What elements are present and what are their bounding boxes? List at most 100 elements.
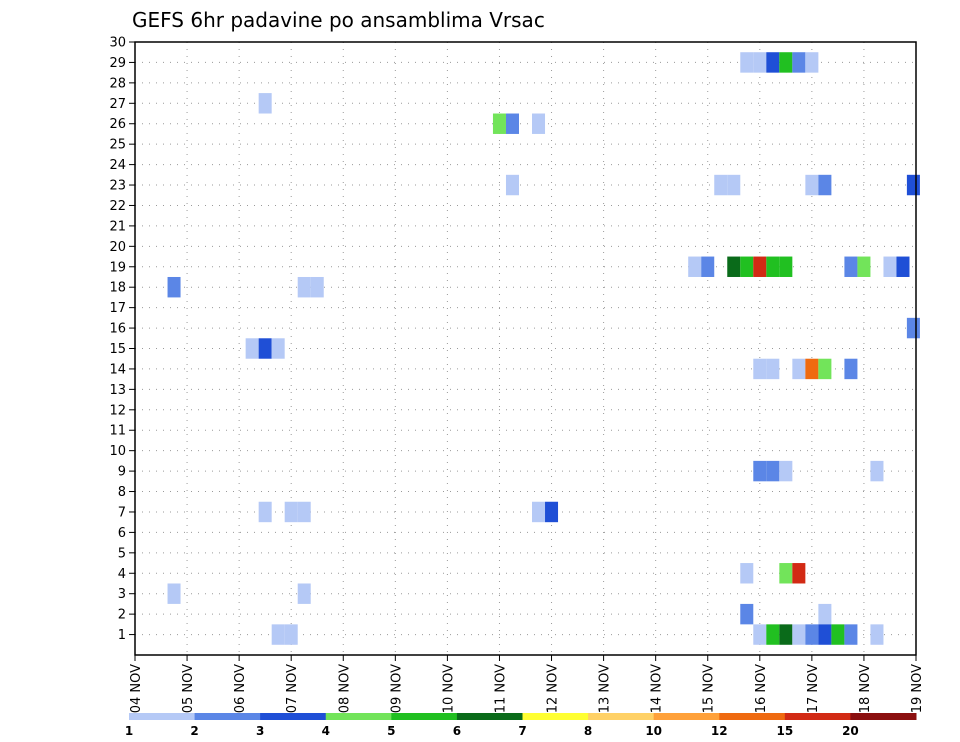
- heatmap-cell: [740, 256, 754, 277]
- y-tick-label: 6: [118, 526, 126, 541]
- colorbar-swatch: [391, 713, 458, 720]
- heatmap-cell: [844, 624, 858, 645]
- y-tick-label: 21: [109, 219, 126, 234]
- x-tick-label: 19 NOV: [910, 664, 925, 713]
- heatmap-cell: [906, 317, 920, 339]
- heatmap-cell: [818, 624, 832, 645]
- colorbar-swatch: [588, 713, 655, 720]
- y-tick-label: 20: [109, 240, 126, 255]
- heatmap-cell: [714, 174, 728, 196]
- heatmap-cell: [258, 338, 272, 359]
- colorbar-label: 6: [453, 724, 461, 738]
- heatmap-cell: [297, 276, 311, 298]
- y-tick-label: 19: [109, 260, 126, 275]
- heatmap-cell: [492, 113, 506, 134]
- colorbar-swatch: [850, 713, 917, 720]
- heatmap-cell: [805, 358, 819, 380]
- y-tick-label: 10: [109, 444, 126, 459]
- heatmap-cell: [258, 501, 272, 523]
- y-tick-label: 11: [109, 424, 126, 439]
- colorbar-swatch: [653, 713, 720, 720]
- x-tick-label: 11 NOV: [493, 664, 508, 713]
- heatmap-cell: [844, 358, 858, 380]
- y-tick-label: 2: [118, 608, 126, 623]
- heatmap-cell: [753, 52, 767, 73]
- heatmap-cell: [792, 563, 806, 584]
- x-tick-label: 08 NOV: [337, 664, 352, 713]
- y-tick-label: 28: [109, 76, 126, 91]
- colorbar-swatch: [129, 713, 196, 720]
- heatmap-cell: [818, 603, 832, 625]
- y-tick-label: 23: [109, 179, 126, 194]
- x-tick-label: 13 NOV: [598, 664, 613, 713]
- y-tick-label: 29: [109, 56, 126, 71]
- y-tick-label: 24: [109, 158, 126, 173]
- colorbar-label: 8: [584, 724, 592, 738]
- x-tick-label: 14 NOV: [650, 664, 665, 713]
- heatmap-cell: [297, 583, 311, 604]
- colorbar-swatch: [325, 713, 392, 720]
- heatmap-cell: [792, 624, 806, 645]
- colorbar-label: 3: [256, 724, 264, 738]
- heatmap-cell: [727, 174, 741, 196]
- heatmap-cell: [245, 338, 259, 359]
- heatmap-cell: [805, 624, 819, 645]
- colorbar-label: 1: [125, 724, 133, 738]
- heatmap-cell: [805, 174, 819, 196]
- y-tick-label: 12: [109, 403, 126, 418]
- heatmap-cell: [844, 256, 858, 277]
- heatmap-cells: [167, 52, 920, 645]
- x-tick-label: 15 NOV: [702, 664, 717, 713]
- y-tick-label: 5: [118, 546, 126, 561]
- heatmap-cell: [545, 501, 559, 523]
- colorbar-label: 4: [322, 724, 330, 738]
- y-tick-label: 17: [109, 301, 126, 316]
- colorbar-swatch: [260, 713, 327, 720]
- y-tick-label: 7: [118, 505, 126, 520]
- heatmap-cell: [870, 460, 884, 482]
- heatmap-cell: [766, 460, 780, 482]
- heatmap-cell: [297, 501, 311, 523]
- y-tick-label: 30: [109, 36, 126, 51]
- heatmap-cell: [740, 52, 754, 73]
- y-tick-label: 16: [109, 322, 126, 337]
- colorbar-swatch: [522, 713, 589, 720]
- heatmap-cell: [779, 52, 793, 73]
- colorbar-label: 10: [645, 724, 662, 738]
- heatmap-cell: [258, 93, 272, 114]
- heatmap-cell: [831, 624, 845, 645]
- colorbar: 1 2 3 4 5 6 7 8 10 12 15 20: [125, 713, 917, 738]
- y-axis: 1234567891011121314151617181920212223242…: [109, 36, 135, 643]
- heatmap-cell: [779, 624, 793, 645]
- y-tick-label: 18: [109, 281, 126, 296]
- x-axis: 04 NOV 05 NOV 06 NOV 07 NOV 08 NOV 09 NOV 10 N…: [129, 655, 925, 713]
- heatmap-cell: [766, 256, 780, 277]
- x-tick-label: 05 NOV: [181, 664, 196, 713]
- heatmap-cell: [532, 501, 546, 523]
- heatmap-cell: [857, 256, 871, 277]
- heatmap-cell: [753, 460, 767, 482]
- x-tick-label: 16 NOV: [754, 664, 769, 713]
- x-tick-label: 12 NOV: [546, 664, 561, 713]
- x-tick-label: 18 NOV: [858, 664, 873, 713]
- heatmap-cell: [271, 338, 285, 359]
- y-tick-label: 14: [109, 362, 126, 377]
- y-tick-label: 8: [118, 485, 126, 500]
- colorbar-swatch: [194, 713, 261, 720]
- heatmap-cell: [779, 256, 793, 277]
- heatmap-cell: [883, 256, 897, 277]
- heatmap-cell: [284, 501, 298, 523]
- y-tick-label: 25: [109, 138, 126, 153]
- y-tick-label: 27: [109, 97, 126, 112]
- heatmap-cell: [779, 460, 793, 482]
- y-tick-label: 1: [118, 628, 126, 643]
- heatmap-cell: [727, 256, 741, 277]
- heatmap-cell: [766, 52, 780, 73]
- heatmap-cell: [818, 174, 832, 196]
- y-tick-label: 26: [109, 117, 126, 132]
- colorbar-swatch: [456, 713, 523, 720]
- heatmap-cell: [310, 276, 324, 298]
- heatmap-cell: [701, 256, 715, 277]
- y-tick-label: 22: [109, 199, 126, 214]
